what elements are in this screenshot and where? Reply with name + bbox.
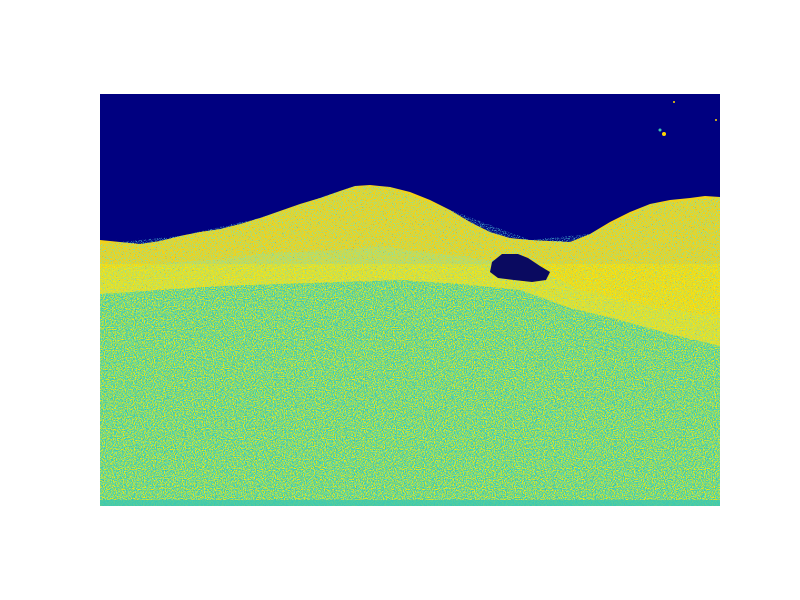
bottom-edge: [100, 500, 720, 506]
segmentation-map: [100, 94, 720, 506]
dark-speckle: [100, 186, 720, 506]
sky-speck: [715, 119, 717, 121]
sky-speck: [658, 128, 662, 132]
dark-pocket: [490, 254, 550, 282]
segmentation-image: [100, 94, 720, 506]
sky-speck: [673, 101, 675, 103]
sky-speck: [662, 132, 666, 136]
